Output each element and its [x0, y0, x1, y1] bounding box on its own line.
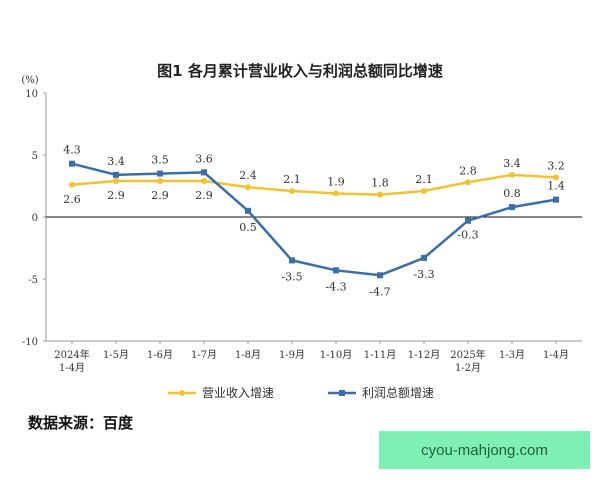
y-tick-label: -5 — [28, 275, 38, 286]
data-label: 3.5 — [151, 154, 169, 167]
series-1-point — [465, 217, 471, 224]
data-label: 4.3 — [63, 144, 81, 157]
series-1-point — [245, 207, 251, 214]
series-1-point — [157, 170, 163, 177]
y-axis-unit: (%) — [21, 75, 38, 86]
x-tick-label: 1-9月 — [279, 349, 305, 361]
x-tick-label: 1-3月 — [499, 349, 525, 361]
x-tick-label: 1-5月 — [103, 349, 129, 361]
x-tick-label: 1-2月 — [455, 362, 481, 374]
data-label: 2.9 — [195, 189, 213, 202]
data-label: 3.4 — [503, 157, 521, 170]
series-layer — [69, 160, 559, 279]
x-tick-label: 1-12月 — [408, 349, 440, 361]
x-tick-label: 1-7月 — [191, 349, 217, 361]
series-0-point — [289, 187, 295, 194]
chart-title: 图1 各月累计营业收入与利润总额同比增速 — [157, 62, 443, 80]
x-tick-label: 1-10月 — [320, 349, 352, 361]
legend: 营业收入增速 利润总额增速 — [168, 386, 434, 400]
x-tick-label: 1-4月 — [59, 362, 85, 374]
series-1-point — [421, 254, 427, 261]
series-0-point — [69, 181, 75, 188]
data-label: 2.8 — [459, 164, 477, 177]
series-0-point — [509, 171, 515, 178]
data-label: 0.5 — [239, 221, 257, 234]
series-1-point — [113, 171, 119, 178]
y-tick-label: 10 — [25, 89, 38, 100]
x-tick-label: 1-4月 — [543, 349, 569, 361]
series-0-point — [333, 190, 339, 197]
series-0-point — [553, 174, 559, 181]
data-label: 2.9 — [151, 189, 169, 202]
series-1-point — [289, 257, 295, 264]
data-label: -3.3 — [413, 268, 434, 281]
series-0-point — [465, 179, 471, 186]
x-tick-label: 1-6月 — [147, 349, 173, 361]
series-1-point — [333, 267, 339, 274]
y-axis-ticks: 10 5 0 -5 -10 — [22, 89, 46, 348]
data-label: 3.6 — [195, 152, 213, 165]
data-label: 1.4 — [547, 180, 565, 193]
y-tick-label: 5 — [32, 151, 38, 162]
watermark: cyou-mahjong.com — [379, 431, 590, 469]
data-label: -4.7 — [369, 285, 390, 298]
x-tick-label: 2025年 — [450, 348, 485, 361]
series-1-point — [201, 169, 207, 176]
y-tick-label: 0 — [32, 213, 38, 224]
data-label: 2.9 — [107, 189, 125, 202]
data-label: 1.9 — [327, 175, 345, 188]
legend-label: 利润总额增速 — [362, 386, 434, 400]
series-0-point — [113, 178, 119, 185]
legend-swatch-marker — [339, 390, 345, 396]
data-label: 3.2 — [547, 159, 565, 172]
series-0-point — [157, 178, 163, 185]
series-1-point — [553, 196, 559, 203]
data-label: -0.3 — [457, 229, 478, 242]
x-tick-label: 1-11月 — [364, 349, 396, 361]
data-label: -4.3 — [325, 280, 346, 293]
data-label: 1.8 — [371, 177, 389, 190]
data-label: -3.5 — [281, 270, 302, 283]
axes — [45, 93, 582, 342]
series-0-point — [421, 187, 427, 194]
data-label: 2.4 — [239, 169, 257, 182]
legend-label: 营业收入增速 — [202, 386, 274, 400]
series-line-0 — [71, 173, 557, 196]
data-label: 3.4 — [107, 155, 125, 168]
data-label: 2.6 — [63, 193, 81, 206]
data-label: 0.8 — [503, 187, 521, 200]
series-1-point — [509, 204, 515, 211]
series-0-point — [377, 191, 383, 198]
series-0-point — [201, 178, 207, 185]
data-source-note: 数据来源：百度 — [28, 414, 134, 432]
legend-swatch-marker — [179, 390, 185, 396]
series-1-point — [377, 272, 383, 279]
series-line-1 — [71, 162, 557, 277]
data-labels: 2.6 2.9 2.9 2.9 2.4 2.1 1.9 1.8 2.1 2.8 3.4 3.2 4.3 3… — [63, 144, 565, 299]
data-label: 2.1 — [283, 173, 301, 186]
series-0-point — [245, 184, 251, 191]
data-label: 2.1 — [415, 173, 433, 186]
y-tick-label: -10 — [22, 337, 38, 348]
x-tick-label: 1-8月 — [235, 349, 261, 361]
series-1-point — [69, 160, 75, 167]
x-tick-label: 2024年 — [54, 348, 89, 361]
